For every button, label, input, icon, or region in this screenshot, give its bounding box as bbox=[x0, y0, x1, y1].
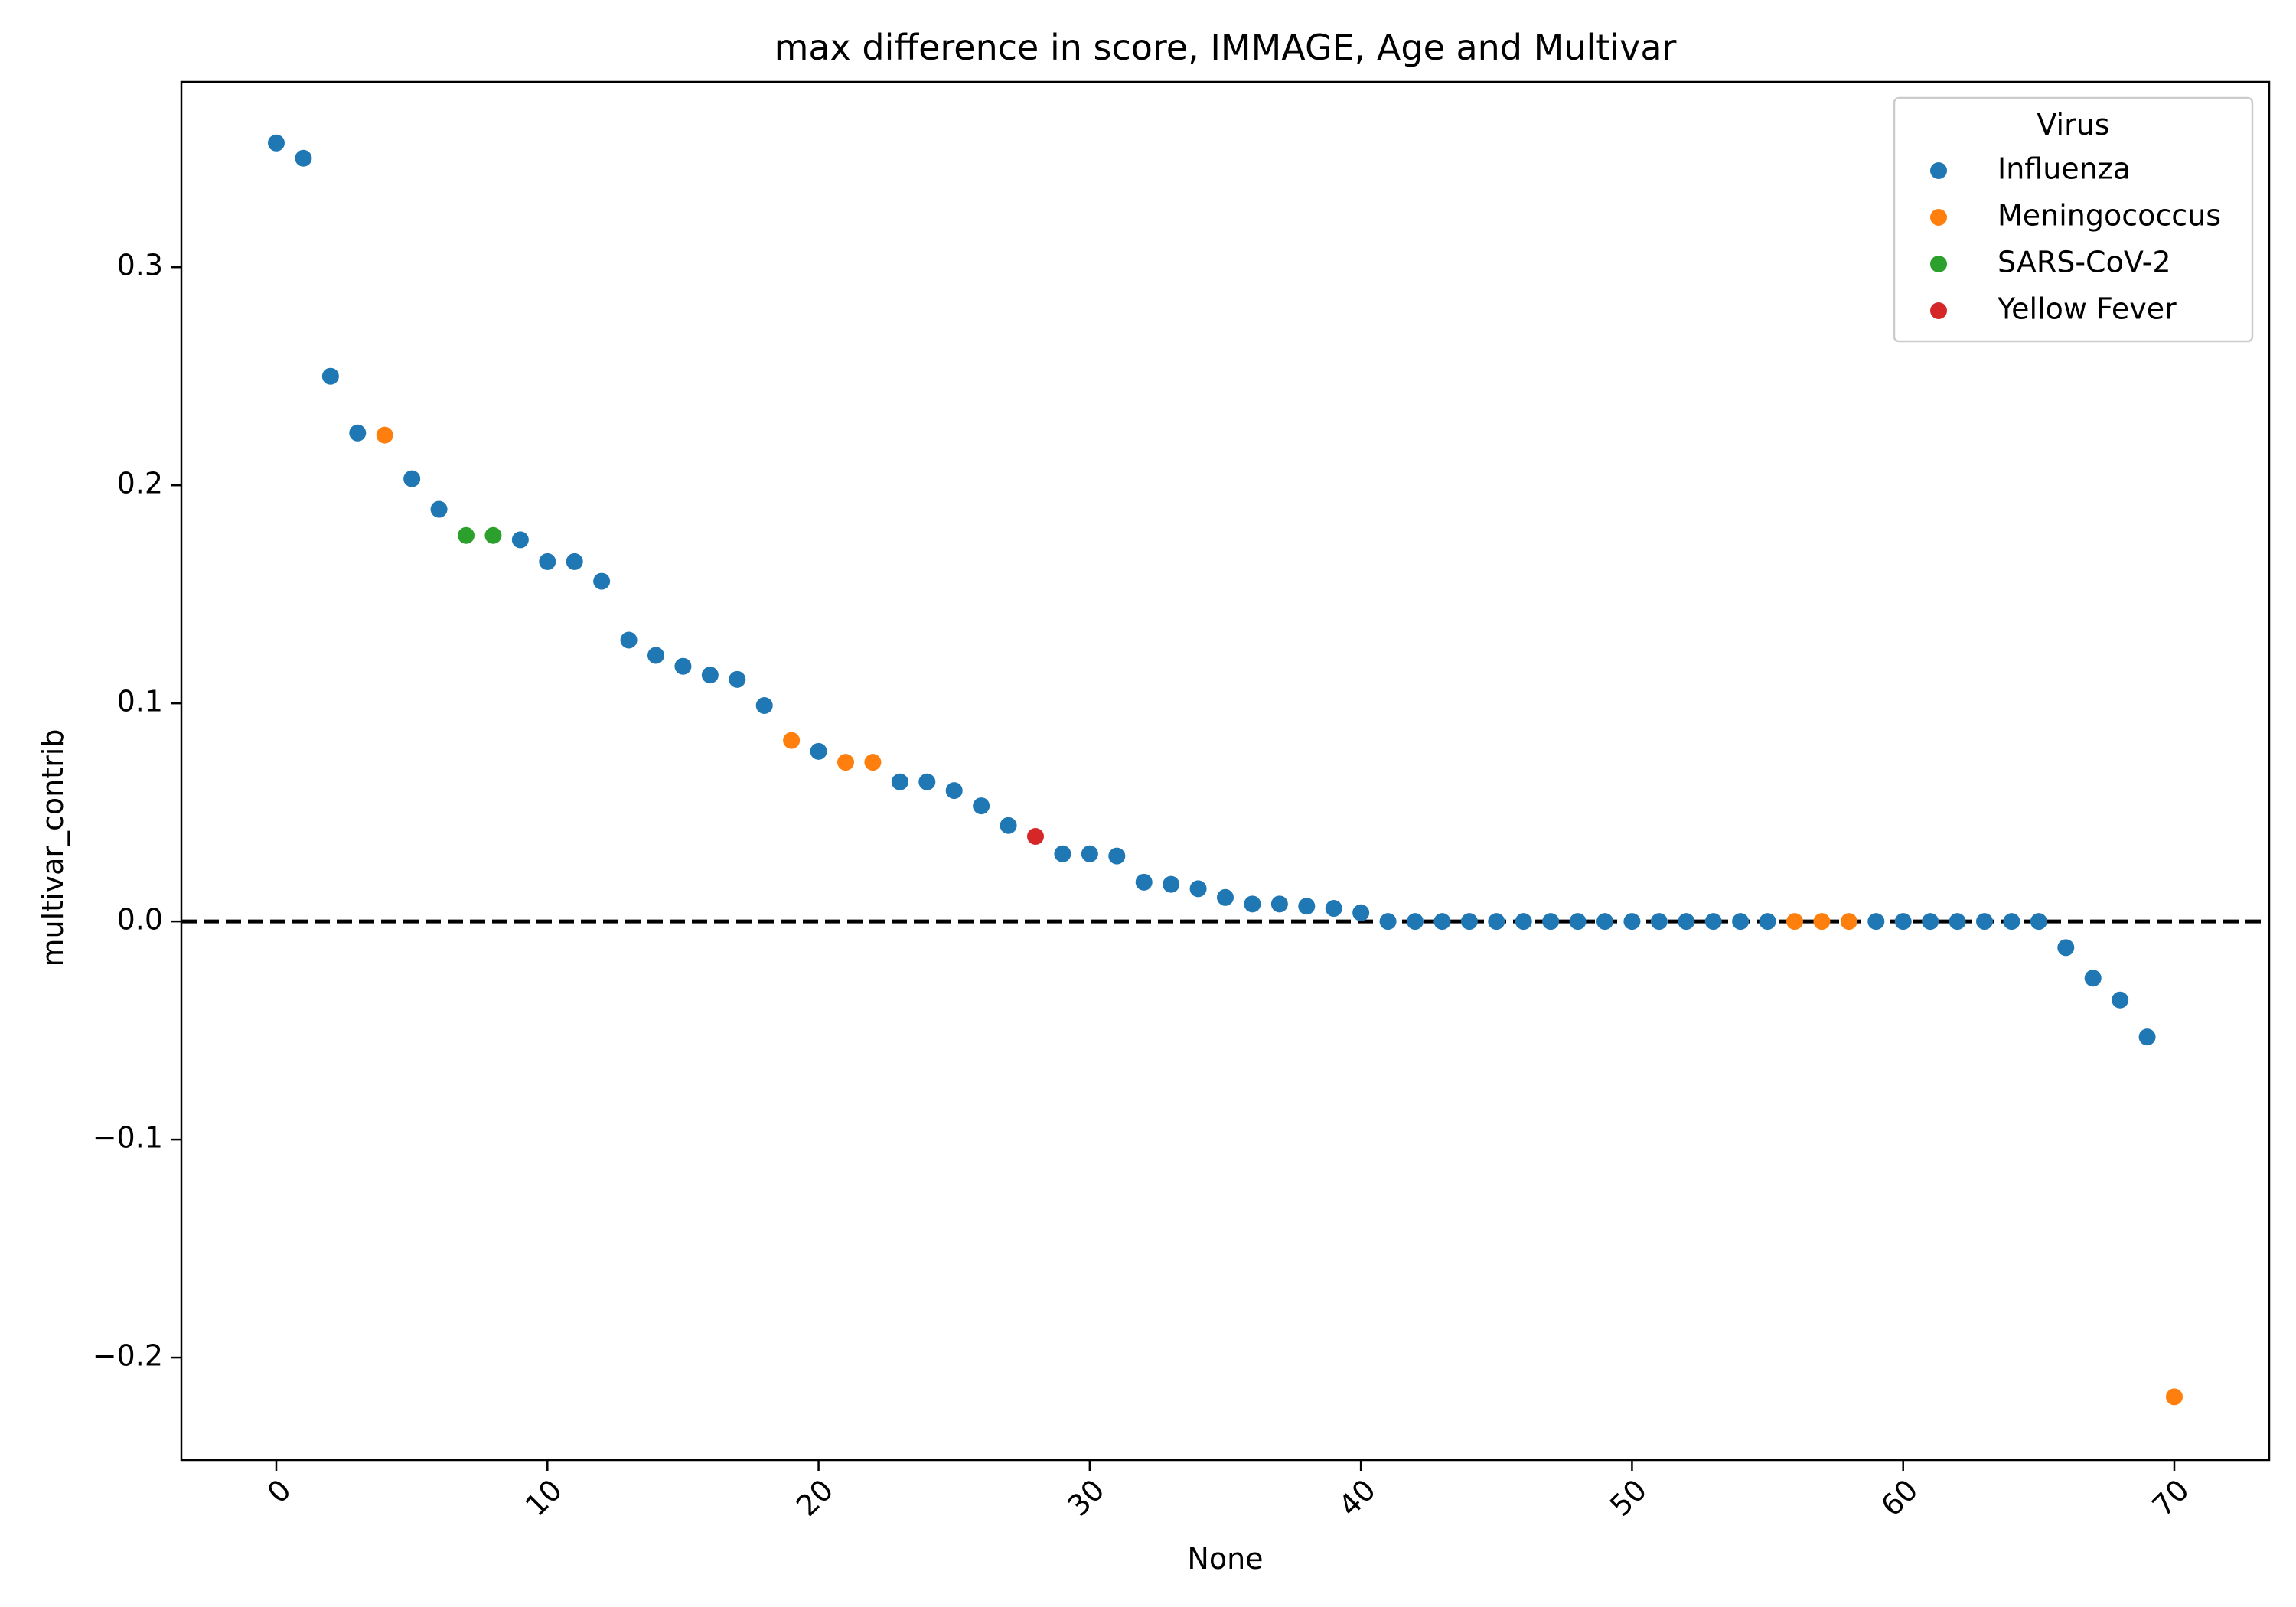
data-point bbox=[1650, 913, 1668, 931]
data-point bbox=[1433, 913, 1451, 931]
data-point bbox=[1867, 913, 1885, 931]
chart-title: max difference in score, IMMAGE, Age and… bbox=[775, 27, 1677, 68]
data-point bbox=[2084, 970, 2102, 987]
legend-marker bbox=[1930, 302, 1947, 319]
data-point bbox=[729, 670, 746, 688]
data-point bbox=[1189, 880, 1207, 898]
data-point bbox=[891, 773, 908, 790]
data-point bbox=[1460, 913, 1478, 931]
legend-label: SARS-CoV-2 bbox=[1998, 246, 2171, 279]
data-point bbox=[2166, 1388, 2183, 1406]
data-point bbox=[1623, 913, 1641, 931]
data-point bbox=[1786, 913, 1803, 931]
data-point bbox=[1596, 913, 1613, 931]
y-tick-label: 0.0 bbox=[117, 903, 163, 937]
data-point bbox=[1407, 913, 1424, 931]
data-point bbox=[1759, 913, 1776, 931]
data-point bbox=[511, 531, 529, 549]
data-point bbox=[2112, 991, 2129, 1009]
axes-frame bbox=[180, 80, 2271, 1462]
data-point bbox=[295, 149, 312, 167]
data-point bbox=[1054, 845, 1071, 862]
data-point bbox=[1325, 900, 1342, 918]
data-point bbox=[1379, 913, 1397, 931]
data-point bbox=[376, 426, 393, 444]
data-point bbox=[484, 526, 502, 544]
data-point bbox=[783, 732, 801, 749]
data-point bbox=[1678, 913, 1695, 931]
legend-title: Virus bbox=[2037, 108, 2109, 142]
legend: Virus Influenza Meningococcus SARS-CoV-2 Yel… bbox=[1893, 96, 2254, 343]
data-point bbox=[945, 782, 963, 800]
data-point bbox=[810, 742, 827, 760]
data-point bbox=[1515, 913, 1532, 931]
data-point bbox=[539, 553, 556, 570]
data-point bbox=[1217, 888, 1234, 906]
data-point bbox=[430, 500, 448, 518]
legend-marker bbox=[1930, 209, 1947, 226]
y-tick-label: 0.3 bbox=[117, 249, 163, 282]
data-point bbox=[1488, 913, 1505, 931]
data-point bbox=[973, 797, 990, 815]
data-point bbox=[1949, 913, 1966, 931]
data-point bbox=[918, 773, 936, 790]
data-point bbox=[1027, 827, 1044, 845]
data-point bbox=[647, 647, 664, 664]
data-point bbox=[1244, 895, 1261, 913]
data-point bbox=[1976, 913, 1993, 931]
data-point bbox=[2057, 939, 2075, 957]
data-point bbox=[403, 470, 421, 487]
data-point bbox=[2003, 913, 2020, 931]
data-point bbox=[1704, 913, 1722, 931]
y-axis-ticks: −0.2 −0.1 0.0 0.1 0.2 0.3 bbox=[93, 249, 181, 1373]
data-point bbox=[701, 667, 719, 684]
data-point bbox=[2030, 913, 2047, 931]
x-axis-label: None bbox=[1187, 1542, 1263, 1576]
y-tick-label: −0.2 bbox=[93, 1339, 163, 1373]
y-tick-label: 0.1 bbox=[117, 685, 163, 719]
legend-label: Yellow Fever bbox=[1997, 292, 2177, 326]
data-point bbox=[1270, 895, 1288, 913]
data-point bbox=[1081, 845, 1098, 862]
data-point bbox=[566, 553, 583, 570]
data-point bbox=[1894, 913, 1912, 931]
data-point bbox=[268, 134, 285, 152]
data-point bbox=[837, 754, 854, 771]
data-point bbox=[458, 526, 475, 544]
data-point bbox=[1352, 904, 1370, 921]
data-point bbox=[1569, 913, 1587, 931]
plot-area bbox=[180, 80, 2271, 1462]
legend-marker bbox=[1930, 162, 1947, 179]
data-point bbox=[1840, 913, 1857, 931]
data-point bbox=[1108, 847, 1126, 865]
legend-marker bbox=[1930, 256, 1947, 272]
data-point bbox=[1298, 898, 1316, 915]
y-tick-label: −0.1 bbox=[93, 1121, 163, 1155]
data-point bbox=[321, 367, 339, 385]
data-point bbox=[1163, 875, 1180, 893]
data-point bbox=[1000, 817, 1017, 834]
legend-label: Influenza bbox=[1998, 152, 2131, 186]
data-point bbox=[1135, 873, 1153, 891]
data-point bbox=[864, 754, 882, 771]
data-point bbox=[755, 697, 773, 715]
data-point bbox=[1542, 913, 1560, 931]
data-point bbox=[349, 424, 367, 442]
y-tick-label: 0.2 bbox=[117, 467, 163, 500]
y-axis-label: multivar_contrib bbox=[36, 729, 70, 967]
data-point bbox=[1732, 913, 1750, 931]
data-point bbox=[593, 572, 611, 590]
legend-label: Meningococcus bbox=[1998, 199, 2221, 233]
data-point bbox=[2138, 1028, 2156, 1046]
data-point bbox=[1922, 913, 1939, 931]
legend-box bbox=[1893, 96, 2254, 343]
data-point bbox=[620, 631, 638, 649]
data-point bbox=[674, 657, 692, 675]
data-point bbox=[1813, 913, 1831, 931]
